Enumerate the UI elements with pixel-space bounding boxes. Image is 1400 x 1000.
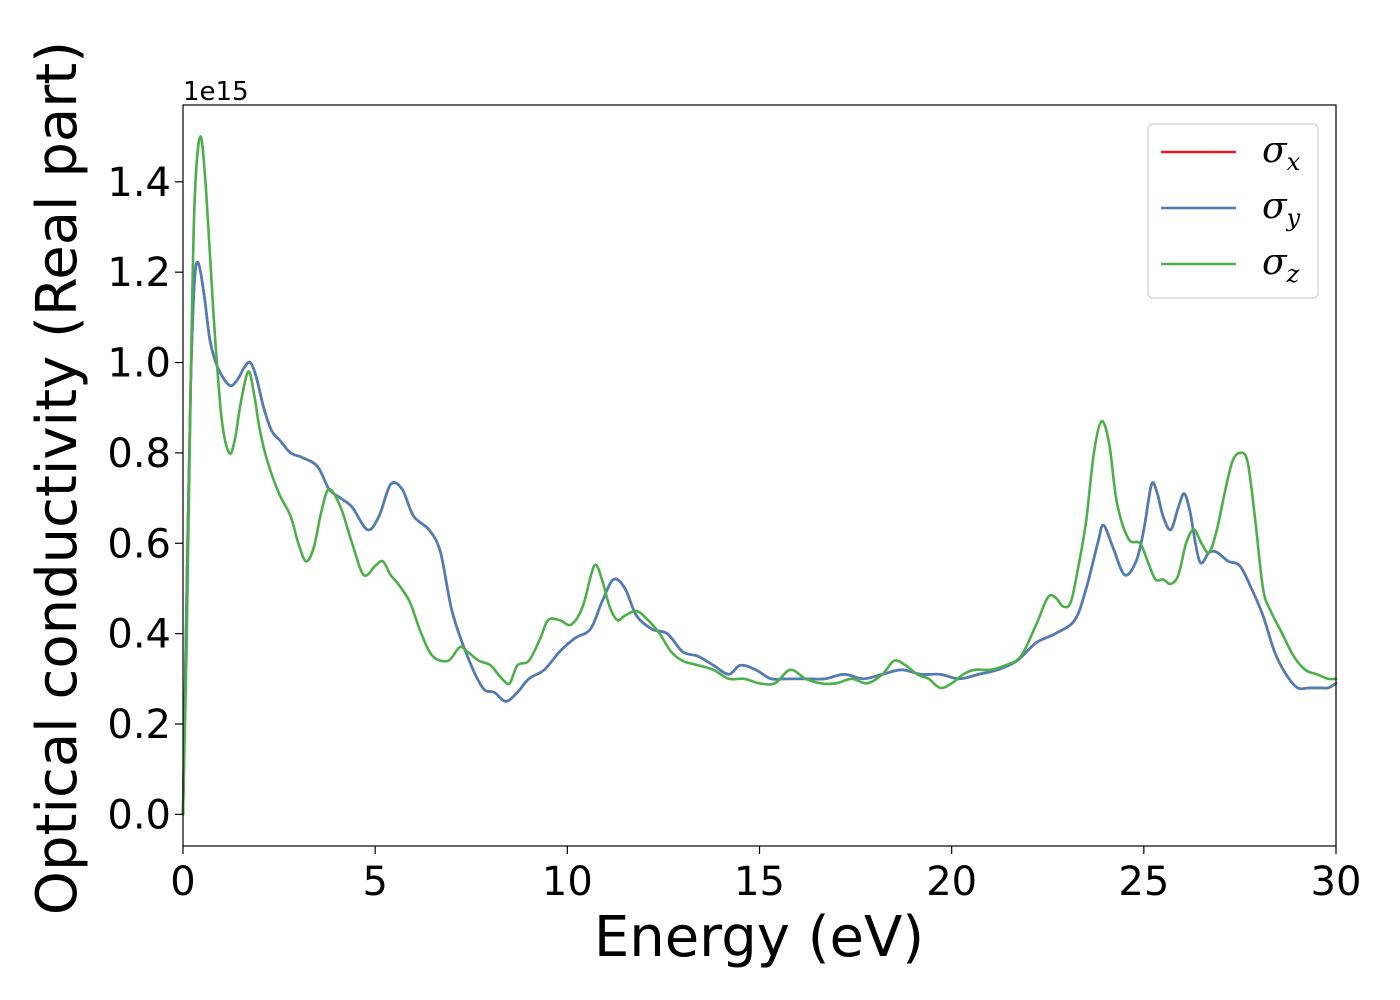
legend-label-sigma-z: σz <box>1262 242 1300 288</box>
series-line-sigma-y <box>181 260 1338 816</box>
legend-label-sigma-y: σy <box>1262 186 1301 232</box>
y-axis-ticks: 0.0 0.2 0.4 0.6 0.8 1.0 1.2 1.4 <box>107 160 183 838</box>
y-axis-label: Optical conductivity (Real part) <box>25 41 90 915</box>
y-tick-label: 1.2 <box>107 250 171 296</box>
x-tick-label: 30 <box>1311 859 1362 905</box>
legend-items: σx σy σz <box>1161 130 1301 288</box>
y-tick-label: 0.8 <box>107 431 171 477</box>
y-offset-label: 1e15 <box>183 77 249 107</box>
legend: σx σy σz <box>1147 123 1319 299</box>
x-axis-ticks: 0 5 10 15 20 25 30 <box>170 846 1361 905</box>
x-tick-label: 10 <box>542 859 593 905</box>
legend-box <box>1147 123 1319 299</box>
y-tick-label: 0.6 <box>107 521 171 567</box>
x-tick-label: 0 <box>170 859 195 905</box>
y-tick-label: 0.2 <box>107 702 171 748</box>
y-tick-label: 0.0 <box>107 792 171 838</box>
x-axis-label: Energy (eV) <box>594 905 924 970</box>
series-lines <box>181 135 1338 816</box>
x-tick-label: 25 <box>1118 859 1169 905</box>
series-line-sigma-x <box>181 260 1338 816</box>
x-tick-label: 5 <box>362 859 387 905</box>
x-tick-label: 20 <box>926 859 977 905</box>
x-tick-label: 15 <box>734 859 785 905</box>
y-tick-label: 0.4 <box>107 612 171 658</box>
y-tick-label: 1.0 <box>107 341 171 387</box>
legend-label-sigma-x: σx <box>1262 130 1301 176</box>
series-line-sigma-z <box>181 135 1338 816</box>
y-tick-label: 1.4 <box>107 160 171 206</box>
